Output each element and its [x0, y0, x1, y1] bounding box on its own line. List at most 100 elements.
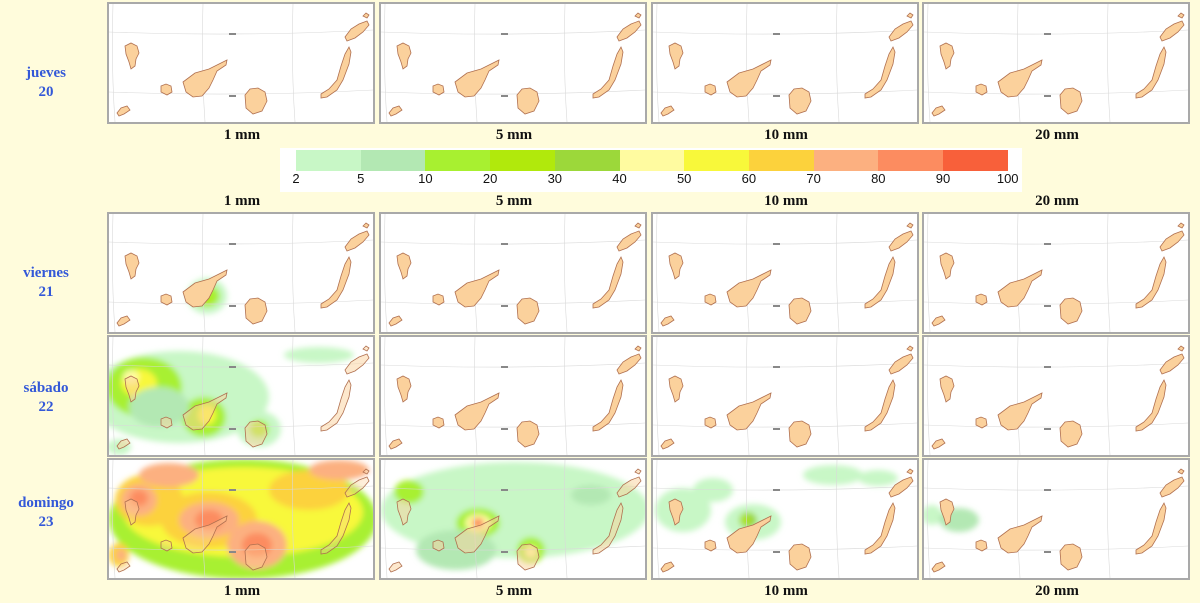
island-tenerife	[726, 269, 772, 308]
legend-swatch	[360, 150, 426, 171]
island-fuerteventura	[864, 46, 896, 99]
graticule	[381, 337, 645, 455]
island-la-gomera	[704, 416, 717, 429]
island-fuerteventura	[320, 379, 352, 432]
island-lanzarote	[616, 353, 642, 375]
island-fuerteventura	[592, 256, 624, 309]
island-islet	[634, 12, 642, 19]
map-panel-viernes-5mm	[379, 212, 647, 334]
precipitation-area	[269, 470, 349, 510]
island-tenerife	[997, 515, 1043, 554]
island-la-palma	[124, 42, 140, 70]
graticule	[653, 337, 917, 455]
grid-label-mark	[501, 366, 508, 368]
island-islet	[906, 345, 914, 352]
legend-tick-label: 60	[741, 171, 757, 186]
grid-label-mark	[773, 305, 780, 307]
island-gran-canaria	[788, 87, 812, 115]
island-tenerife	[182, 59, 228, 98]
island-el-hierro	[931, 561, 946, 573]
canary-islands-map	[924, 460, 1188, 578]
canary-islands-map	[109, 4, 373, 122]
island-fuerteventura	[320, 256, 352, 309]
precipitation-area	[655, 488, 711, 532]
map-panel-jueves-20mm	[922, 2, 1190, 124]
grid-label-mark	[773, 33, 780, 35]
map-panel-domingo-1mm	[107, 458, 375, 580]
island-el-hierro	[660, 561, 675, 573]
island-el-hierro	[931, 438, 946, 450]
canary-islands-map	[653, 214, 917, 332]
island-el-hierro	[388, 105, 403, 117]
map-panel-jueves-10mm	[651, 2, 919, 124]
island-tenerife	[726, 392, 772, 431]
threshold-label-10mm-mid: 10 mm	[764, 193, 808, 209]
island-gran-canaria	[516, 87, 540, 115]
precipitation-area	[242, 533, 272, 557]
island-islet	[1177, 12, 1185, 19]
canary-islands-map	[924, 337, 1188, 455]
legend-tick-label: 80	[871, 171, 886, 186]
island-gran-canaria	[516, 543, 540, 571]
day-label-viernes: viernes 21	[0, 264, 92, 302]
island-lanzarote	[1159, 353, 1185, 375]
threshold-label-5mm-bottom: 5 mm	[495, 583, 533, 599]
threshold-label-1mm-top: 1 mm	[223, 127, 261, 143]
grid-label-mark	[1044, 95, 1051, 97]
island-islet	[906, 12, 914, 19]
graticule	[924, 214, 1188, 332]
precipitation-area	[129, 387, 189, 427]
islands	[931, 12, 1185, 117]
island-la-palma	[396, 375, 412, 403]
legend-tick-label: 40	[612, 171, 627, 186]
legend-tick-label: 20	[482, 171, 498, 186]
island-la-gomera	[160, 416, 173, 429]
graticule	[109, 460, 373, 578]
islands	[388, 345, 642, 450]
island-tenerife	[182, 392, 228, 431]
legend-swatch	[619, 150, 685, 171]
island-tenerife	[997, 269, 1043, 308]
day-number: 23	[38, 514, 54, 530]
legend-tick-label: 5	[357, 171, 365, 186]
islands	[388, 468, 642, 573]
graticule	[381, 460, 645, 578]
day-number: 22	[38, 399, 54, 415]
grid-label-mark	[229, 428, 236, 430]
grid-label-mark	[229, 33, 236, 35]
island-gran-canaria	[1059, 420, 1083, 448]
map-panel-sabado-1mm	[107, 335, 375, 457]
island-la-palma	[396, 498, 412, 526]
island-el-hierro	[116, 105, 131, 117]
graticule	[381, 4, 645, 122]
island-la-palma	[939, 252, 955, 280]
threshold-label-1mm-mid: 1 mm	[223, 193, 261, 209]
island-gran-canaria	[244, 420, 268, 448]
island-tenerife	[454, 59, 500, 98]
island-la-gomera	[975, 293, 988, 306]
island-islet	[906, 468, 914, 475]
islands	[116, 468, 370, 573]
island-fuerteventura	[592, 46, 624, 99]
canary-islands-map	[381, 4, 645, 122]
island-la-gomera	[975, 416, 988, 429]
islands	[388, 12, 642, 117]
canary-islands-map	[653, 337, 917, 455]
island-gran-canaria	[1059, 543, 1083, 571]
precipitation-field	[109, 460, 373, 578]
map-panel-sabado-5mm	[379, 335, 647, 457]
legend-swatch	[425, 150, 491, 171]
precipitation-area	[571, 485, 611, 505]
legend-swatch	[684, 150, 750, 171]
map-panel-sabado-10mm	[651, 335, 919, 457]
grid-label-mark	[229, 305, 236, 307]
island-la-palma	[124, 498, 140, 526]
threshold-label-10mm-bottom: 10 mm	[764, 583, 808, 599]
threshold-label-20mm-bottom: 20 mm	[1035, 583, 1079, 599]
island-el-hierro	[388, 315, 403, 327]
island-fuerteventura	[1135, 256, 1167, 309]
grid-label-mark	[229, 489, 236, 491]
day-name: jueves	[26, 65, 66, 81]
precipitation-area	[284, 347, 354, 363]
islands	[116, 12, 370, 117]
